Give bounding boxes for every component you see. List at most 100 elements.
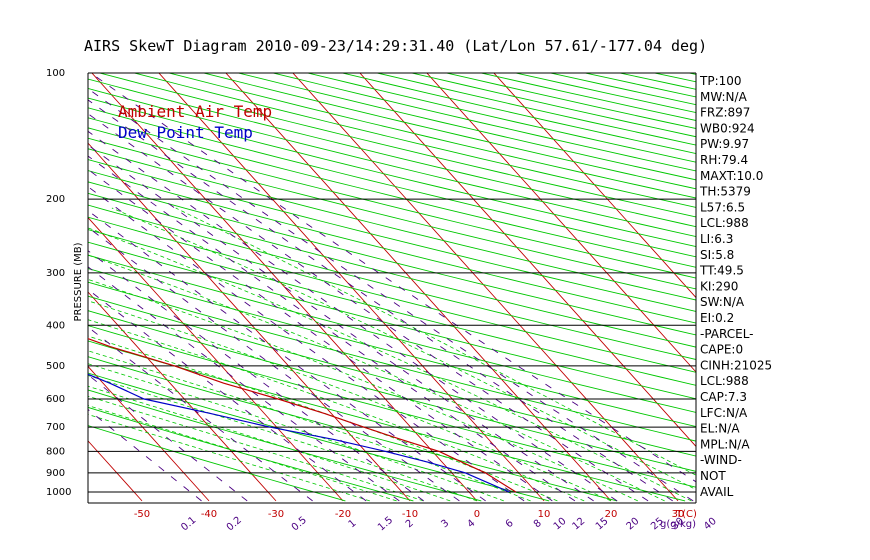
isotherm-line bbox=[88, 291, 277, 502]
mixing-ratio-line bbox=[88, 226, 460, 502]
y-tick-label: 100 bbox=[46, 68, 65, 79]
series-line-ambient-air-temp bbox=[88, 338, 517, 493]
bottom-temp-tick-label: 0 bbox=[474, 509, 480, 520]
bottom-temp-tick-label: -40 bbox=[201, 509, 217, 520]
y-tick-label: 600 bbox=[46, 394, 65, 405]
dry-adiabat-line bbox=[88, 117, 696, 268]
dry-adiabat-line bbox=[88, 88, 696, 238]
dry-adiabat-line bbox=[88, 340, 686, 502]
index-entry: L57:6.5 bbox=[700, 200, 745, 214]
mixing-ratio-unit-label: g(g/kg) bbox=[660, 519, 696, 530]
dry-adiabat-line bbox=[167, 73, 696, 199]
index-entry: LCL:988 bbox=[700, 374, 749, 388]
isotherm-line bbox=[0, 54, 8, 501]
mixing-ratio-tick-label: 0.1 bbox=[179, 515, 198, 534]
index-entry: CINH:21025 bbox=[700, 358, 772, 372]
dry-adiabat-line bbox=[340, 73, 696, 155]
index-entry: KI:290 bbox=[700, 279, 738, 293]
legend-entry: Ambient Air Temp bbox=[118, 102, 272, 121]
y-tick-label: 200 bbox=[46, 194, 65, 205]
y-axis-label: PRESSURE (MB) bbox=[73, 242, 84, 321]
moist-adiabat-line bbox=[88, 395, 424, 502]
dry-adiabat-line bbox=[201, 73, 696, 190]
bottom-temp-tick-label: 30 bbox=[672, 509, 685, 520]
bottom-temp-tick-label: 20 bbox=[605, 509, 618, 520]
dry-adiabat-line bbox=[97, 73, 696, 218]
isotherm-line bbox=[292, 73, 679, 502]
moist-adiabat-line bbox=[88, 405, 397, 502]
bottom-temp-tick-label: -50 bbox=[134, 509, 150, 520]
index-entry: TT:49.5 bbox=[699, 264, 744, 278]
isotherm-line bbox=[88, 216, 344, 502]
index-entry: SI:5.8 bbox=[700, 248, 734, 262]
dry-adiabat-line bbox=[479, 73, 696, 121]
index-entry: -PARCEL- bbox=[700, 327, 754, 341]
dry-adiabat-line bbox=[271, 73, 696, 172]
dry-adiabat-line bbox=[305, 73, 696, 163]
bottom-temp-tick-label: -30 bbox=[268, 509, 284, 520]
mixing-ratio-tick-label: 40 bbox=[702, 516, 719, 533]
mixing-ratio-line bbox=[90, 73, 696, 483]
mixing-ratio-tick-label: 2 bbox=[404, 518, 416, 531]
dry-adiabat-line bbox=[88, 137, 696, 290]
dry-adiabat-line bbox=[548, 73, 696, 106]
isotherm-line bbox=[91, 73, 478, 502]
moist-adiabat-line bbox=[88, 254, 665, 502]
mixing-ratio-line bbox=[88, 266, 400, 502]
isotherm-line bbox=[493, 73, 696, 299]
index-entry: LI:6.3 bbox=[700, 232, 733, 246]
dry-adiabat-line bbox=[88, 229, 696, 386]
dry-adiabat-line bbox=[88, 325, 696, 488]
index-entry: AVAIL bbox=[700, 485, 734, 499]
bottom-temp-tick-label: -20 bbox=[335, 509, 351, 520]
dry-adiabat-line bbox=[88, 356, 618, 502]
index-entry: FRZ:897 bbox=[700, 106, 750, 120]
y-tick-label: 500 bbox=[46, 361, 65, 372]
bottom-temp-tick-label: -10 bbox=[402, 509, 418, 520]
y-tick-label: 1000 bbox=[46, 487, 71, 498]
mixing-ratio-line bbox=[88, 88, 694, 502]
chart-title: AIRS SkewT Diagram 2010-09-23/14:29:31.4… bbox=[84, 37, 707, 55]
series-line-dew-point-temp bbox=[88, 373, 510, 493]
index-entry: PW:9.97 bbox=[700, 137, 749, 151]
dry-adiabat-line bbox=[236, 73, 696, 181]
mixing-ratio-tick-label: 1 bbox=[347, 518, 359, 531]
dry-adiabat-line bbox=[88, 268, 696, 428]
isotherm-line bbox=[359, 73, 696, 448]
index-entry: MW:N/A bbox=[700, 90, 748, 104]
index-entry: TP:100 bbox=[699, 74, 742, 88]
moist-adiabat-line bbox=[111, 207, 696, 491]
index-entry: CAP:7.3 bbox=[700, 390, 747, 404]
mixing-ratio-tick-label: 1.5 bbox=[376, 515, 395, 534]
dry-adiabat-line bbox=[88, 406, 414, 502]
chart-grid bbox=[0, 54, 696, 502]
dry-adiabat-line bbox=[88, 254, 696, 413]
dry-adiabat-line bbox=[88, 241, 696, 400]
dry-adiabat-line bbox=[132, 73, 696, 208]
index-entry: RH:79.4 bbox=[700, 153, 748, 167]
dry-adiabat-line bbox=[88, 78, 696, 228]
mixing-ratio-line bbox=[88, 250, 424, 502]
mixing-ratio-line bbox=[88, 210, 486, 502]
moist-adiabat-line bbox=[88, 227, 692, 502]
dry-adiabat-line bbox=[88, 159, 696, 312]
y-tick-label: 800 bbox=[46, 446, 65, 457]
index-entry: -WIND- bbox=[700, 453, 742, 467]
chart-series bbox=[88, 338, 517, 493]
mixing-ratio-line bbox=[88, 155, 576, 502]
dry-adiabat-line bbox=[444, 73, 696, 129]
moist-adiabat-line bbox=[88, 350, 531, 502]
index-entry: EL:N/A bbox=[700, 422, 740, 436]
dry-adiabat-line bbox=[88, 372, 550, 502]
mixing-ratio-tick-label: 10 bbox=[552, 516, 569, 533]
moist-adiabat-line bbox=[88, 278, 638, 502]
y-tick-label: 700 bbox=[46, 422, 65, 433]
index-entry: NOT bbox=[700, 469, 726, 483]
mixing-ratio-line bbox=[88, 113, 649, 502]
dry-adiabat-line bbox=[687, 73, 696, 75]
y-tick-label: 900 bbox=[46, 468, 65, 479]
dry-adiabat-line bbox=[88, 310, 696, 472]
mixing-ratio-tick-label: 0.5 bbox=[290, 515, 309, 534]
mixing-ratio-line bbox=[88, 168, 553, 502]
